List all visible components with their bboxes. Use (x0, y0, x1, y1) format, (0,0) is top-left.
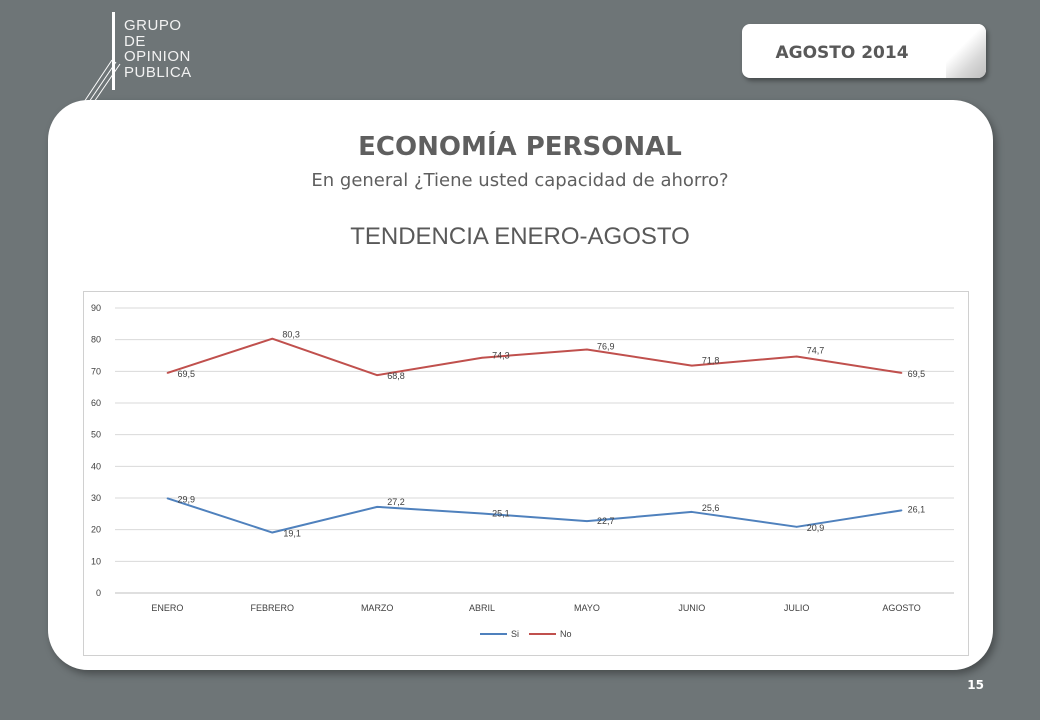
chart-container: 0 10 20 30 40 50 60 70 80 90 ENERO FEBRERO MARZO ABRI… (83, 291, 969, 656)
data-label-no-4: 76,9 (597, 341, 615, 351)
y-tick-label-20: 20 (91, 525, 101, 535)
data-label-si-2: 27,2 (387, 497, 405, 507)
logo-mark-icon (83, 59, 121, 103)
data-point-no-2 (376, 374, 378, 376)
x-tick-label-agosto: AGOSTO (882, 603, 920, 613)
data-label-no-5: 71,8 (702, 356, 720, 366)
page-number: 15 (967, 678, 984, 692)
y-tick-label-0: 0 (96, 588, 101, 598)
date-badge: AGOSTO 2014 (742, 24, 986, 78)
x-tick-label-marzo: MARZO (361, 603, 394, 613)
data-point-si-6 (795, 526, 798, 528)
legend-label-si: Si (511, 629, 519, 639)
data-point-no-5 (691, 364, 693, 367)
data-point-si-4 (586, 520, 588, 522)
data-label-no-2: 68,8 (387, 371, 405, 381)
logo-line-4: PUBLICA (124, 63, 192, 81)
data-point-si-5 (691, 511, 693, 513)
x-tick-label-abril: ABRIL (469, 603, 495, 613)
data-label-si-1: 19,1 (283, 529, 301, 539)
data-point-si-7 (900, 509, 903, 512)
y-tick-label-70: 70 (91, 366, 101, 376)
data-label-si-3: 25,1 (492, 509, 510, 519)
trend-label: TENDENCIA ENERO-AGOSTO (350, 223, 690, 250)
data-point-si-0 (166, 497, 169, 500)
legend-label-no: No (560, 629, 572, 639)
data-point-si-2 (376, 506, 378, 508)
data-point-no-3 (481, 356, 483, 359)
y-tick-label-60: 60 (91, 398, 101, 408)
y-tick-label-90: 90 (91, 303, 101, 313)
series-line-si (167, 497, 902, 534)
logo-bar (112, 12, 115, 90)
data-label-si-0: 29,9 (177, 494, 195, 504)
x-tick-label-febrero: FEBRERO (251, 603, 295, 613)
data-point-no-0 (166, 372, 169, 374)
data-label-si-5: 25,6 (702, 503, 720, 513)
line-chart: 0 10 20 30 40 50 60 70 80 90 ENERO FEBRERO MARZO ABRI… (91, 303, 954, 639)
logo-line-3: OPINION (124, 48, 191, 65)
logo-line-2: DE (124, 32, 146, 50)
y-tick-label-80: 80 (91, 335, 101, 345)
data-label-si-4: 22,7 (597, 516, 615, 526)
data-point-si-1 (271, 531, 274, 534)
y-tick-label-40: 40 (91, 461, 101, 471)
data-label-si-7: 26,1 (908, 504, 926, 514)
y-tick-label-30: 30 (91, 493, 101, 503)
logo-text: GRUPO DE OPINION PUBLICA (124, 18, 192, 80)
data-point-no-4 (586, 348, 588, 351)
data-label-no-1: 80,3 (282, 330, 300, 340)
page-title: ECONOMÍA PERSONAL (358, 132, 682, 162)
x-tick-label-junio: JUNIO (678, 603, 705, 613)
x-tick-label-julio: JULIO (784, 603, 810, 613)
data-label-no-7: 69,5 (908, 369, 926, 379)
data-point-no-1 (271, 337, 274, 340)
data-label-si-6: 20,9 (807, 523, 825, 533)
logo-line-1: GRUPO (124, 17, 182, 34)
data-point-no-6 (795, 355, 798, 358)
question-subtitle: En general ¿Tiene usted capacidad de aho… (311, 170, 729, 191)
y-tick-label-10: 10 (91, 556, 101, 566)
data-label-no-3: 74,3 (492, 351, 510, 361)
x-tick-label-enero: ENERO (151, 603, 183, 613)
series-line-no (167, 337, 902, 377)
data-point-si-3 (481, 512, 483, 515)
data-label-no-6: 74,7 (807, 345, 825, 355)
data-point-no-7 (900, 372, 903, 374)
y-tick-label-50: 50 (91, 430, 101, 440)
page-curl-decoration (946, 24, 986, 78)
date-label: AGOSTO 2014 (775, 43, 909, 63)
data-label-no-0: 69,5 (177, 369, 195, 379)
grupo-opinion-publica-logo: GRUPO DE OPINION PUBLICA (82, 12, 222, 104)
x-tick-label-mayo: MAYO (574, 603, 600, 613)
